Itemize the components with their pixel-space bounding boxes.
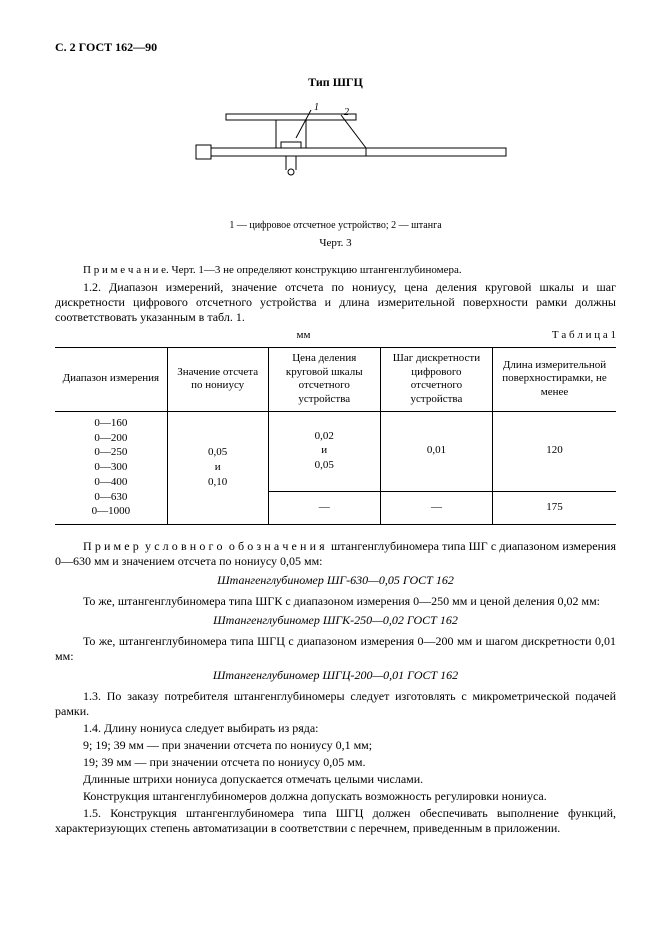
- length-val: 120: [493, 411, 616, 491]
- para-1-4d: Длинные штрихи нониуса допускается отмеч…: [55, 772, 616, 787]
- vernier-val: 0,10: [174, 476, 262, 490]
- figure-drawing: 1 2: [55, 100, 616, 214]
- range-val: 0—160: [61, 417, 161, 431]
- vernier-val: и: [174, 461, 262, 475]
- para-1-4e: Конструкция штангенглубиномеров должна д…: [55, 789, 616, 804]
- callout-1: 1: [314, 102, 319, 113]
- figure-title: Тип ШГЦ: [55, 75, 616, 90]
- para-1-4b: 9; 19; 39 мм — при значении отсчета по н…: [55, 738, 616, 753]
- col-range: Диапазон измерения: [55, 347, 167, 411]
- circular-val: 0,05: [275, 459, 374, 473]
- para-1-5: 1.5. Конструкция штангенглубиномера типа…: [55, 806, 616, 836]
- designation-1: Штангенглубиномер ШГ-630—0,05 ГОСТ 162: [55, 573, 616, 588]
- designation-3: Штангенглубиномер ШГЦ-200—0,01 ГОСТ 162: [55, 668, 616, 683]
- example-lead-spaced: П р и м е р у с л о в н о г о о б о з н …: [83, 539, 325, 553]
- para-1-4c: 19; 39 мм — при значении отсчета по нони…: [55, 755, 616, 770]
- range-val: 0—200: [61, 432, 161, 446]
- para-1-4a: 1.4. Длину нониуса следует выбирать из р…: [55, 721, 616, 736]
- circular-val: —: [268, 491, 380, 524]
- table-row: 0—160 0—200 0—250 0—300 0—400 0—630 0—10…: [55, 411, 616, 491]
- example-p3: То же, штангенглубиномера типа ШГЦ с диа…: [55, 634, 616, 664]
- col-digital: Шаг дискретности цифрового отсчетного ус…: [380, 347, 492, 411]
- vernier-val: 0,05: [174, 446, 262, 460]
- circular-val: и: [275, 444, 374, 458]
- table-number: Т а б л и ц а 1: [552, 329, 616, 343]
- range-val: 0—250: [61, 446, 161, 460]
- range-val: 0—1000: [61, 505, 161, 519]
- table-unit: мм: [55, 329, 552, 343]
- digital-val: 0,01: [380, 411, 492, 491]
- range-val: 0—300: [61, 461, 161, 475]
- range-val: 0—400: [61, 476, 161, 490]
- range-val: 0—630: [61, 491, 161, 505]
- spec-table: Диапазон измерения Значение отсчета по н…: [55, 347, 616, 525]
- example-p2: То же, штангенглубиномера типа ШГК с диа…: [55, 594, 616, 609]
- col-vernier: Значение отсчета по нониусу: [167, 347, 268, 411]
- col-circular: Цена деления круговой шкалы отсчетного у…: [268, 347, 380, 411]
- figure-label: Черт. 3: [55, 237, 616, 251]
- note-text: П р и м е ч а н и е. Черт. 1—3 не опреде…: [55, 264, 616, 278]
- length-val: 175: [493, 491, 616, 524]
- col-length: Длина измерительной поверхностирамки, не…: [493, 347, 616, 411]
- para-1-2: 1.2. Диапазон измерений, значение отсчет…: [55, 280, 616, 325]
- example-lead: П р и м е р у с л о в н о г о о б о з н …: [55, 539, 616, 569]
- para-1-3: 1.3. По заказу потребителя штангенглубин…: [55, 689, 616, 719]
- page-header: С. 2 ГОСТ 162—90: [55, 40, 616, 55]
- circular-val: 0,02: [275, 430, 374, 444]
- designation-2: Штангенглубиномер ШГК-250—0,02 ГОСТ 162: [55, 613, 616, 628]
- digital-val: —: [380, 491, 492, 524]
- figure-caption: 1 — цифровое отсчетное устройство; 2 — ш…: [55, 220, 616, 233]
- callout-2: 2: [344, 107, 349, 118]
